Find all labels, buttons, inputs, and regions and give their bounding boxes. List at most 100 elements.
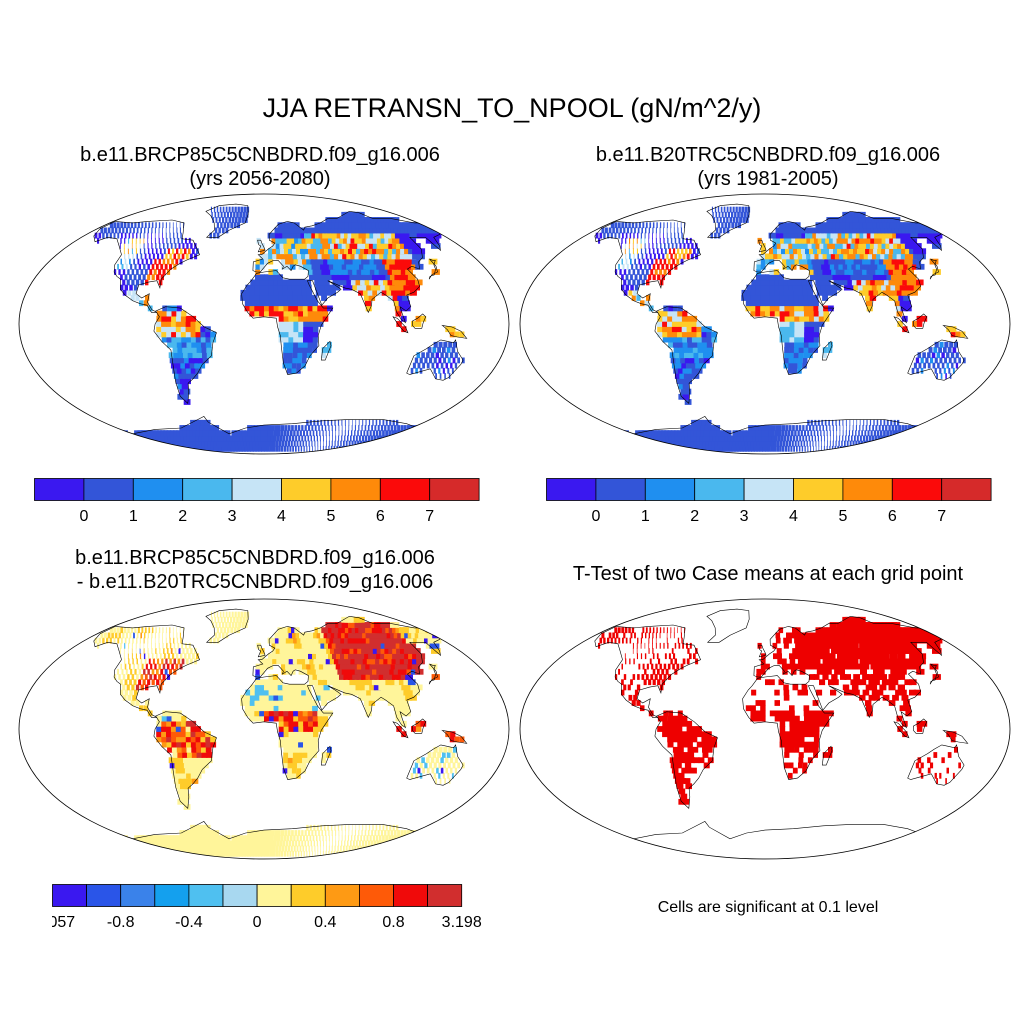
panel-4-map: [519, 598, 1011, 860]
coastline-australia: [907, 339, 965, 381]
coastline-south-america: [153, 711, 217, 810]
coastline-borneo: [411, 718, 427, 734]
map-border: [18, 193, 510, 455]
colorbar-tick-label: 0: [253, 914, 262, 931]
map-grid-cells: [595, 206, 966, 452]
panel-1-title-line2: (yrs 2056-2080): [189, 168, 331, 190]
colorbar-swatch: [427, 884, 463, 907]
coastline-africa-eurasia: [241, 615, 442, 780]
panel-4-title: T-Test of two Case means at each grid po…: [572, 563, 964, 585]
coastline-north-america: [594, 219, 701, 313]
significance-note: Cells are significant at 0.1 level: [657, 899, 879, 916]
colorbar-swatch: [644, 478, 696, 501]
colorbar-swatch: [182, 478, 233, 501]
panel-1-colorbar: 0 1 2 3 4 5 6 7: [34, 478, 480, 525]
panel-2-title: b.e11.B20TRC5CNBDRD.f09_g16.006 (yrs 198…: [508, 143, 1024, 191]
coastline-japan: [929, 663, 939, 685]
map-grid-cells: [94, 611, 465, 857]
colorbar-tick-label: 1: [641, 508, 650, 525]
coastline-new-guinea: [942, 324, 969, 339]
colorbar-swatch: [52, 884, 87, 907]
coastline-north-america: [93, 624, 200, 718]
colorbar-tick-label: 7: [937, 508, 946, 525]
map-border: [519, 193, 1011, 455]
coastline-north-america: [594, 624, 701, 718]
colorbar-tick-label: 0: [79, 508, 88, 525]
map-grid-cells: [94, 206, 465, 452]
colorbar-tick-label: 0.8: [382, 914, 404, 931]
coastline-madagascar: [320, 745, 332, 766]
coastline-australia: [406, 339, 464, 381]
colorbar-tick-label: 3: [740, 508, 749, 525]
colorbar-tick-label: 2: [690, 508, 699, 525]
colorbar-swatch: [842, 478, 893, 501]
coastline-japan: [929, 258, 939, 280]
coastline-britain: [758, 239, 767, 253]
colorbar-tick-label: 0: [591, 508, 600, 525]
coastline-britain: [257, 239, 266, 253]
colorbar-swatch: [231, 478, 282, 501]
coastline-madagascar: [821, 340, 833, 361]
panel-3-title-line1: b.e11.BRCP85C5CNBDRD.f09_g16.006: [75, 547, 435, 569]
colorbar-swatch: [393, 884, 428, 907]
colorbar-tick-label: -3.057: [52, 914, 75, 931]
panel-2-title-line1: b.e11.B20TRC5CNBDRD.f09_g16.006: [595, 144, 941, 166]
colorbar-tick-label: 4: [277, 508, 286, 525]
colorbar-swatch: [132, 478, 184, 501]
coastline-africa-eurasia: [241, 210, 442, 375]
coastline-japan: [428, 663, 438, 685]
colorbar-tick-label: 3.198: [442, 914, 482, 931]
coastline-madagascar: [821, 745, 833, 766]
coastline-sumatra: [392, 316, 409, 334]
coastline-sumatra: [392, 721, 409, 739]
panel-3-title: b.e11.BRCP85C5CNBDRD.f09_g16.006 - b.e11…: [0, 546, 510, 594]
coastline-greenland: [706, 203, 750, 238]
coastline-north-america: [93, 219, 200, 313]
colorbar-swatch: [256, 884, 292, 907]
panel-2-colorbar: 0 1 2 3 4 5 6 7: [546, 478, 992, 525]
coastline-new-guinea: [441, 729, 468, 744]
colorbar-swatch: [188, 884, 224, 907]
coastline-australia: [406, 744, 464, 786]
colorbar-swatch: [891, 478, 943, 501]
panel-2-title-line2: (yrs 1981-2005): [697, 168, 839, 190]
panel-3-title-line2: - b.e11.B20TRC5CNBDRD.f09_g16.006: [76, 571, 434, 593]
map-border: [519, 598, 1011, 860]
colorbar-swatch: [281, 478, 332, 501]
colorbar-swatch: [358, 884, 394, 907]
colorbar-swatch: [324, 884, 360, 907]
coastline-antarctica: [602, 821, 928, 859]
colorbar-tick-label: 6: [888, 508, 897, 525]
colorbar-tick-label: -0.8: [107, 914, 135, 931]
colorbar-tick-label: 7: [425, 508, 434, 525]
colorbar-tick-label: 6: [376, 508, 385, 525]
colorbar-tick-label: 4: [789, 508, 798, 525]
colorbar-swatch: [595, 478, 646, 501]
coastline-japan: [428, 258, 438, 280]
coastline-britain: [257, 644, 266, 658]
colorbar-swatch: [793, 478, 844, 501]
coastline-south-america: [654, 306, 718, 405]
colorbar-swatch: [222, 884, 258, 907]
coastline-australia: [907, 744, 965, 786]
coastline-sumatra: [893, 316, 910, 334]
colorbar-swatch: [546, 478, 597, 501]
coastline-borneo: [912, 718, 928, 734]
colorbar-swatch: [743, 478, 794, 501]
colorbar-tick-label: 1: [129, 508, 138, 525]
coastline-new-guinea: [942, 729, 969, 744]
map-grid-cells: [598, 616, 961, 805]
coastline-outlines: [93, 203, 468, 454]
panel-3-map: [18, 598, 510, 860]
colorbar-swatch: [330, 478, 381, 501]
coastline-greenland: [205, 203, 249, 238]
coastline-borneo: [912, 313, 928, 329]
coastline-south-america: [153, 306, 217, 405]
coastline-britain: [758, 644, 767, 658]
panel-3-colorbar: -3.057 -0.8 -0.4 0 0.4 0.8 3.198: [52, 884, 482, 931]
panel-1-title: b.e11.BRCP85C5CNBDRD.f09_g16.006 (yrs 20…: [0, 143, 520, 191]
coastline-new-guinea: [441, 324, 468, 339]
colorbar-swatch: [941, 478, 992, 501]
colorbar-swatch: [429, 478, 480, 501]
coastline-africa-eurasia: [742, 615, 943, 780]
